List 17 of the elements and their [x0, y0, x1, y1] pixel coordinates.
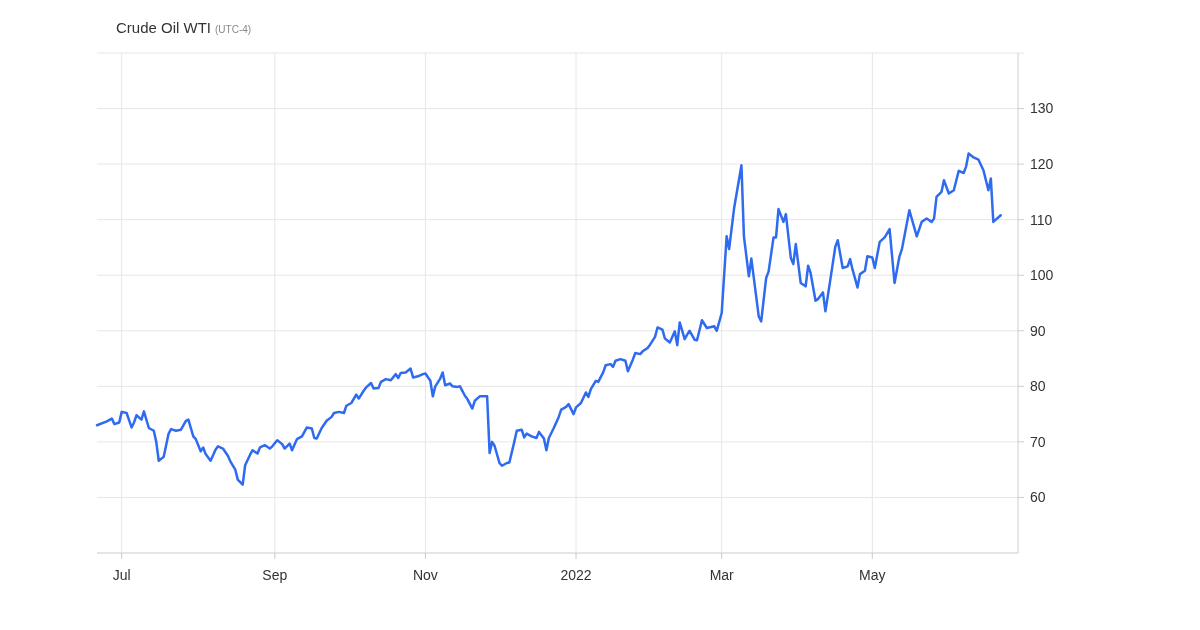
x-tick-label: 2022 — [560, 567, 592, 583]
y-tick-label: 110 — [1030, 211, 1053, 228]
y-tick-label: 70 — [1030, 433, 1046, 450]
y-tick-label: 120 — [1030, 156, 1054, 173]
x-tick-label: Nov — [412, 567, 438, 583]
x-tick-label: May — [859, 567, 886, 583]
y-tick-label: 80 — [1030, 378, 1046, 395]
line-series — [95, 152, 1002, 486]
x-tick-label: Sep — [262, 567, 288, 583]
chart-title: Crude Oil WTI — [116, 19, 212, 36]
x-tick-label: Mar — [709, 567, 735, 583]
chart-subtitle: (UTC-4) — [215, 24, 252, 35]
y-tick-label: 130 — [1030, 100, 1054, 117]
y-tick-label: 60 — [1030, 489, 1046, 506]
x-tick-label: Jul — [112, 567, 131, 583]
y-tick-label: 90 — [1030, 322, 1046, 339]
y-tick-label: 100 — [1030, 267, 1054, 284]
